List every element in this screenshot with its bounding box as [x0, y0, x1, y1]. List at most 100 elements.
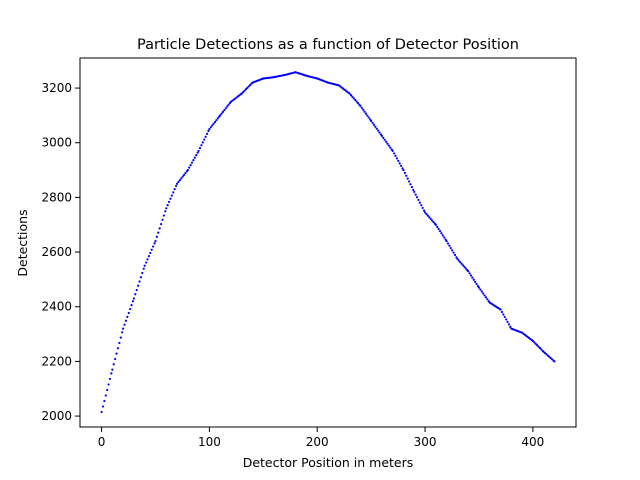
data-point-197	[366, 114, 369, 117]
data-point-9	[112, 363, 115, 366]
x-tick-label-3: 300	[414, 435, 437, 449]
data-point-260	[451, 249, 454, 252]
y-tick-label-2: 2400	[41, 300, 72, 314]
data-point-81	[209, 126, 212, 129]
data-point-214	[389, 146, 392, 149]
data-point-38	[152, 245, 155, 248]
data-point-41	[155, 235, 158, 238]
data-point-261	[452, 251, 455, 254]
data-point-194	[362, 108, 365, 111]
data-point-267	[460, 262, 463, 265]
data-point-62	[184, 171, 187, 175]
data-point-210	[383, 138, 386, 141]
data-point-265	[457, 259, 460, 262]
data-point-298	[502, 313, 505, 316]
data-point-65	[188, 166, 191, 169]
y-tick-label-3: 2600	[41, 245, 72, 259]
data-point-257	[446, 242, 450, 245]
data-point-259	[449, 246, 452, 250]
data-point-25	[134, 293, 137, 296]
data-point-49	[166, 204, 169, 207]
data-point-83	[212, 122, 215, 125]
data-point-274	[469, 274, 473, 277]
data-point-250	[437, 227, 440, 231]
data-point-216	[391, 149, 394, 153]
data-point-300	[505, 318, 508, 321]
data-point-75	[201, 141, 204, 144]
data-point-326	[540, 348, 543, 351]
data-point-195	[363, 110, 366, 113]
data-point-273	[468, 272, 471, 275]
data-point-43	[158, 227, 161, 230]
data-point-21	[129, 307, 132, 311]
data-point-64	[186, 168, 189, 172]
data-point-36	[149, 251, 152, 255]
data-point-188	[354, 98, 357, 102]
data-point-221	[398, 162, 401, 165]
data-point-33	[145, 261, 148, 264]
data-point-283	[482, 292, 485, 295]
data-point-6	[108, 377, 112, 381]
data-point-242	[426, 214, 429, 217]
data-point-246	[432, 220, 435, 224]
data-point-53	[172, 191, 175, 194]
data-point-209	[382, 136, 385, 139]
data-point-270	[464, 267, 467, 270]
data-point-40	[154, 240, 157, 243]
y-tick-label-5: 3000	[41, 136, 72, 150]
data-point-228	[407, 180, 411, 183]
data-point-256	[445, 240, 448, 243]
data-point-336	[553, 360, 556, 363]
x-tick-label-1: 100	[198, 435, 221, 449]
data-point-333	[549, 356, 552, 360]
data-point-91	[223, 108, 226, 112]
data-point-22	[130, 304, 133, 307]
data-point-187	[352, 97, 355, 100]
data-point-234	[415, 196, 419, 199]
data-point-263	[455, 256, 458, 259]
data-point-29	[139, 276, 143, 279]
data-point-224	[402, 168, 405, 172]
data-point-48	[165, 207, 168, 210]
data-point-248	[434, 223, 437, 226]
data-point-47	[164, 210, 167, 213]
data-point-7	[110, 372, 113, 375]
data-point-23	[131, 300, 135, 303]
data-point-18	[124, 319, 128, 322]
x-axis-label: Detector Position in meters	[243, 455, 414, 470]
data-point-281	[479, 288, 482, 291]
data-point-45	[161, 218, 164, 221]
data-point-1	[101, 405, 105, 408]
data-point-325	[538, 346, 541, 350]
data-point-73	[198, 146, 202, 150]
data-point-218	[394, 154, 397, 158]
data-point-80	[208, 127, 211, 131]
data-point-329	[543, 351, 547, 355]
data-point-55	[174, 184, 178, 188]
data-point-201	[371, 121, 374, 124]
data-point-198	[367, 116, 370, 119]
data-point-89	[220, 112, 223, 115]
y-tick-label-4: 2800	[41, 190, 72, 204]
y-axis-label: Detections	[15, 209, 30, 276]
data-point-239	[422, 209, 426, 212]
data-point-324	[537, 345, 540, 348]
data-point-44	[159, 222, 163, 226]
data-point-108	[246, 86, 249, 89]
data-point-46	[162, 214, 165, 217]
data-point-235	[417, 198, 420, 202]
x-tick-label-4: 400	[521, 435, 544, 449]
data-point-262	[453, 253, 457, 257]
data-point-86	[216, 117, 219, 120]
data-point-54	[173, 188, 176, 191]
data-point-297	[500, 310, 504, 314]
data-point-0	[100, 410, 103, 414]
data-point-203	[374, 125, 377, 128]
data-point-20	[127, 311, 130, 315]
data-point-24	[132, 297, 136, 300]
data-point-258	[448, 244, 451, 247]
data-point-42	[157, 231, 160, 234]
data-point-52	[170, 194, 173, 197]
data-point-104	[240, 92, 243, 95]
data-point-15	[121, 331, 124, 334]
